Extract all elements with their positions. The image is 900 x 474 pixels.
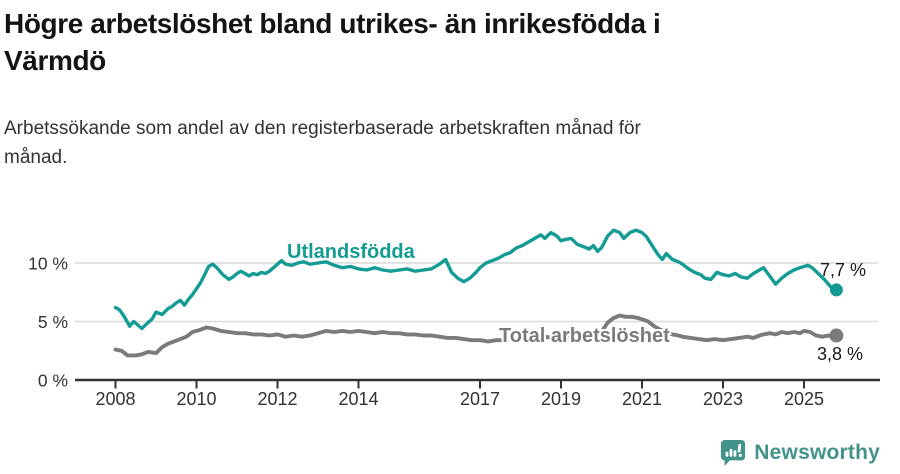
- page-title: Högre arbetslöshet bland utrikes- än inr…: [4, 5, 864, 79]
- logo-bar-1: [725, 451, 729, 457]
- end-value-label-utlandsfodda: 7,7 %: [820, 260, 867, 280]
- x-tick-label-2019: 2019: [541, 389, 581, 409]
- chart-subtitle: Arbetssökande som andel av den registerb…: [4, 114, 864, 172]
- x-tick-label-2017: 2017: [460, 389, 500, 409]
- x-tick-label-2008: 2008: [95, 389, 135, 409]
- newsworthy-brand: Newsworthy: [720, 439, 880, 467]
- y-tick-label-10: 10 %: [28, 254, 68, 274]
- x-tick-label-2012: 2012: [257, 389, 297, 409]
- y-tick-label-0: 0 %: [38, 371, 68, 391]
- page-title-line-2: Värmdö: [4, 45, 106, 76]
- x-tick-label-2023: 2023: [703, 389, 743, 409]
- series-end-dot-total-arbetsloshet: [829, 328, 844, 343]
- page-title-line-1: Högre arbetslöshet bland utrikes- än inr…: [4, 8, 661, 39]
- x-tick-label-2025: 2025: [784, 389, 824, 409]
- speech-bubble-shape: [721, 440, 746, 466]
- series-line-utlandsfodda: [113, 228, 839, 331]
- newsworthy-logo-icon: [721, 440, 746, 466]
- brand-name: Newsworthy: [754, 441, 880, 464]
- series-label-total-arbetsloshet: Total arbetslöshet: [499, 325, 670, 347]
- chart-subtitle-line-1: Arbetssökande som andel av den registerb…: [4, 118, 641, 139]
- series-line-total-arbetsloshet: [113, 313, 839, 358]
- logo-bar-2: [729, 448, 733, 457]
- x-tick-label-2021: 2021: [622, 389, 662, 409]
- y-tick-label-5: 5 %: [38, 312, 68, 332]
- logo-exclamation-bar: [737, 443, 742, 453]
- x-tick-label-2010: 2010: [176, 389, 216, 409]
- x-tick-label-2014: 2014: [338, 389, 378, 409]
- end-value-label-total-arbetsloshet: 3,8 %: [817, 344, 864, 364]
- chart-subtitle-line-2: månad.: [4, 147, 68, 168]
- series-end-dot-utlandsfodda: [829, 283, 843, 297]
- series-label-utlandsfodda: Utlandsfödda: [287, 241, 415, 263]
- logo-exclamation-dot: [739, 453, 743, 457]
- logo-bar-3: [733, 450, 737, 457]
